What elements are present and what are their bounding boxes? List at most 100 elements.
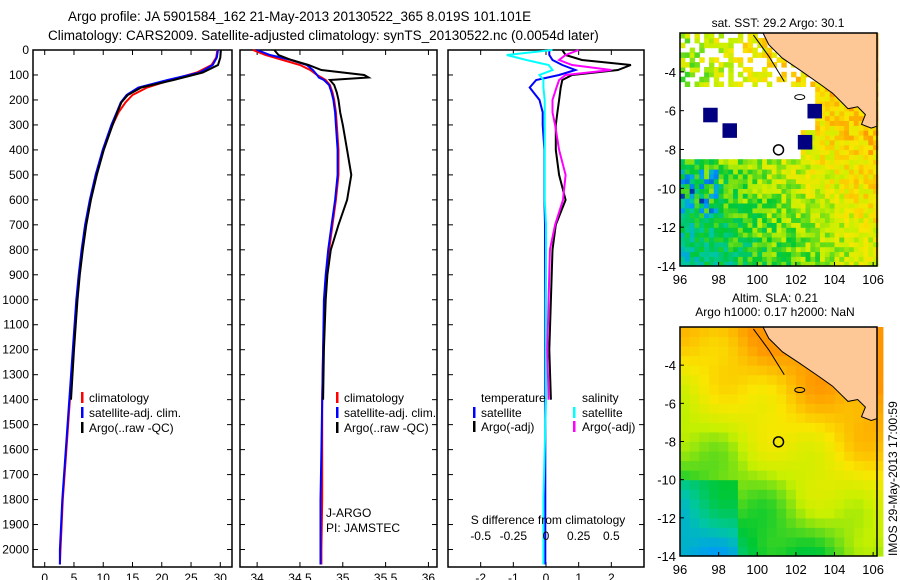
map-cell xyxy=(824,207,831,214)
y-tick-label: 1400 xyxy=(2,393,29,407)
map-cell xyxy=(820,168,826,175)
map-cell xyxy=(699,336,710,347)
map-cell xyxy=(810,222,816,228)
map-cell xyxy=(805,508,816,519)
map-cell xyxy=(762,168,768,175)
map-cell xyxy=(858,193,865,199)
map-cell xyxy=(733,57,739,63)
map-cell xyxy=(868,139,874,146)
map-cell xyxy=(820,212,826,219)
map-cell xyxy=(844,149,850,155)
map-cell xyxy=(786,212,792,219)
map-cell xyxy=(863,144,869,151)
map-cell xyxy=(829,212,836,219)
map-cell xyxy=(762,246,768,253)
map-cell xyxy=(680,393,691,404)
map-cell xyxy=(766,232,773,238)
map-cell xyxy=(786,489,797,500)
map-cell xyxy=(699,76,705,83)
x-tick-label: 5 xyxy=(71,571,78,580)
map-cell xyxy=(742,168,749,175)
map-cell xyxy=(680,374,691,385)
map-cell xyxy=(863,217,869,223)
map-cell xyxy=(863,149,869,155)
map-cell xyxy=(795,212,802,219)
map-cell xyxy=(849,139,855,146)
map-cell xyxy=(747,47,753,54)
map-cell xyxy=(762,198,768,204)
map-cell xyxy=(776,403,787,414)
map-cell xyxy=(689,241,696,248)
map-cell xyxy=(820,144,826,151)
map-cell xyxy=(873,173,879,180)
map-cell xyxy=(752,81,758,87)
map-cell xyxy=(863,517,874,528)
map-cell xyxy=(728,346,739,357)
map-cell xyxy=(771,241,778,248)
map-cell xyxy=(834,159,840,165)
map-cell xyxy=(824,246,831,253)
map-cell xyxy=(689,232,696,238)
map-cell xyxy=(839,256,845,262)
map-cell xyxy=(757,412,768,423)
map-cell xyxy=(723,236,729,243)
map-cell xyxy=(873,207,879,214)
series-line-s-satellite xyxy=(506,49,555,565)
map-cell xyxy=(873,188,879,194)
map-cell xyxy=(863,188,869,194)
map-cell xyxy=(786,441,797,452)
map-cell xyxy=(737,33,744,39)
map-cell xyxy=(853,207,860,214)
map-cell xyxy=(795,251,802,257)
map-cell xyxy=(868,222,874,228)
map-cell xyxy=(829,110,836,117)
map-cell xyxy=(805,527,816,538)
map-cell xyxy=(795,470,807,481)
series-line-s-argo-adj- xyxy=(546,49,612,400)
map-cell xyxy=(839,105,845,112)
x-tick-label: 34.5 xyxy=(288,571,312,580)
map-cell xyxy=(728,42,734,49)
map-cell xyxy=(849,130,855,136)
map-cell xyxy=(699,217,705,223)
map-cell xyxy=(776,241,782,248)
map-cell xyxy=(766,441,778,452)
map-cell xyxy=(718,183,724,189)
y-tick-label: -14 xyxy=(657,259,676,274)
map-cell xyxy=(834,164,840,170)
map-cell xyxy=(752,178,758,185)
map-cell xyxy=(680,57,686,63)
map-cell xyxy=(766,256,773,262)
map-cell xyxy=(689,422,700,433)
y-tick-label: 1200 xyxy=(2,343,29,357)
map-cell xyxy=(742,222,749,228)
map-cell xyxy=(839,217,845,223)
map-cell xyxy=(757,188,763,194)
map-cell xyxy=(829,130,836,136)
map-cell xyxy=(810,198,816,204)
map-cell xyxy=(680,241,686,248)
map-cell xyxy=(704,256,710,262)
map-cell xyxy=(766,460,778,471)
map-cell xyxy=(757,355,768,366)
map-cell xyxy=(873,202,879,209)
map-cell xyxy=(863,422,874,433)
map-cell xyxy=(728,159,734,165)
map-cell xyxy=(747,183,753,189)
map-cell xyxy=(858,207,865,214)
map-cell xyxy=(776,159,782,165)
map-cell xyxy=(766,536,778,547)
map-cell xyxy=(766,517,778,528)
map-cell xyxy=(718,327,729,338)
map-cell xyxy=(795,241,802,248)
map-cell xyxy=(829,139,836,146)
map-cell xyxy=(737,336,749,347)
x-tick-label: 15 xyxy=(126,571,140,580)
map-cell xyxy=(718,346,729,357)
map-cell xyxy=(776,251,782,257)
map-cell xyxy=(737,193,744,199)
map-cell xyxy=(824,536,836,547)
map-cell xyxy=(699,207,705,214)
map-cell xyxy=(718,227,724,233)
map-cell xyxy=(728,536,739,547)
